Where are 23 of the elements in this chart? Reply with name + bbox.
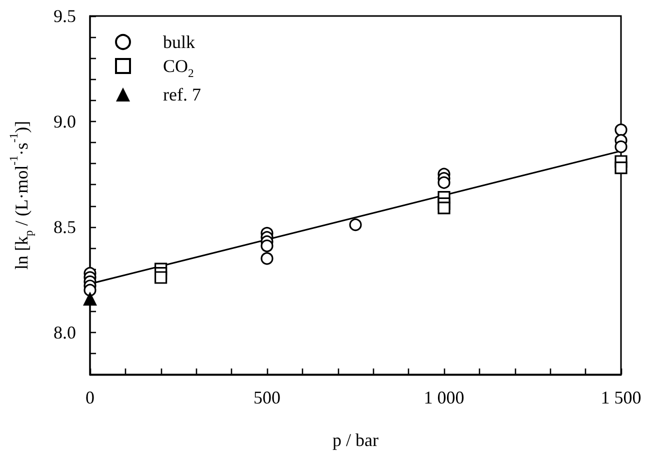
point	[614, 162, 628, 174]
y-tick-label: 8.0	[54, 322, 76, 342]
y-tick-label: 9.5	[54, 6, 76, 26]
x-tick-label: 1 500	[600, 388, 642, 408]
point	[614, 124, 628, 136]
point	[260, 252, 274, 265]
legend-label: ref. 7	[163, 84, 201, 104]
x-tick-label: 0	[86, 388, 94, 408]
point	[614, 140, 628, 154]
y-axis-title: ln [kp / (L·mol-1·s-1)]	[8, 120, 36, 270]
legend-label: bulk	[163, 32, 196, 52]
point	[84, 284, 96, 296]
point	[83, 292, 97, 306]
point	[260, 240, 274, 252]
point	[154, 271, 168, 284]
point	[438, 176, 450, 189]
x-tick-label: 500	[254, 388, 280, 408]
x-tick-label: 1 000	[424, 388, 464, 408]
x-axis-title: p / bar	[332, 430, 378, 450]
y-tick-label: 8.5	[54, 216, 76, 237]
point	[349, 218, 362, 232]
point	[438, 202, 450, 214]
y-tick-label: 9.0	[54, 111, 76, 132]
